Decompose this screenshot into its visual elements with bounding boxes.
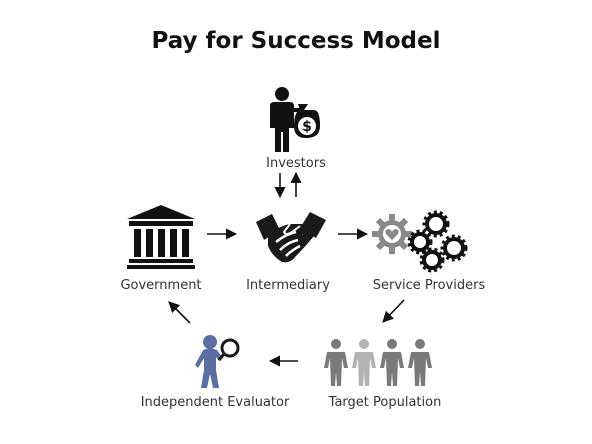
evaluator-magnifier-icon [195, 335, 240, 388]
target-population-label: Target Population [328, 395, 442, 410]
service-providers-label: Service Providers [372, 278, 486, 293]
independent-evaluator-label: Independent Evaluator [140, 395, 290, 410]
gears-heart-icon [372, 210, 468, 273]
arrow-evaluator-to-government [168, 301, 191, 324]
investor-moneybag-icon: $ [270, 87, 320, 152]
government-label: Government [120, 278, 202, 293]
page-title: Pay for Success Model [151, 28, 441, 54]
investors-label: Investors [266, 156, 326, 171]
svg-text:$: $ [302, 119, 312, 135]
government-building-icon [127, 205, 195, 269]
intermediary-label: Intermediary [246, 278, 330, 293]
arrow-service-providers-to-population [382, 299, 405, 323]
people-group-icon [324, 339, 432, 386]
handshake-icon [256, 212, 326, 263]
